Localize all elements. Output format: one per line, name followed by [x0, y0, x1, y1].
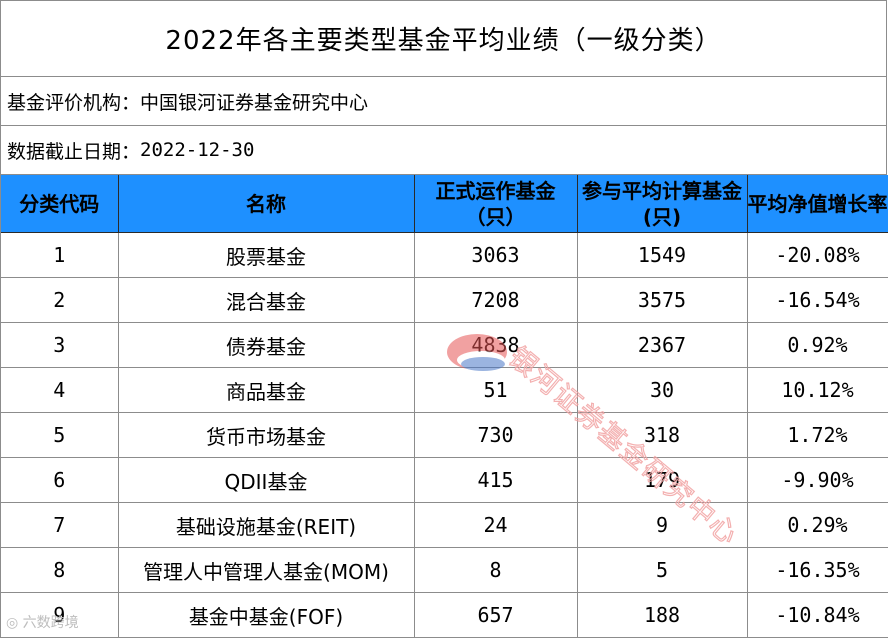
cell-growth: 0.92% — [747, 322, 888, 368]
cell-growth: -20.08% — [747, 232, 888, 278]
cell-funds: 8 — [414, 547, 578, 593]
cell-counted: 179 — [577, 457, 748, 503]
corner-watermark: ◎ 六数跨境 — [6, 612, 79, 632]
cell-growth: 10.12% — [747, 367, 888, 413]
cell-funds: 51 — [414, 367, 578, 413]
cell-funds: 7208 — [414, 277, 578, 323]
header-name: 名称 — [118, 175, 415, 233]
table-row: 9 基金中基金(FOF) 657 188 -10.84% — [1, 592, 888, 638]
cell-growth: -16.54% — [747, 277, 888, 323]
cell-code: 2 — [1, 277, 119, 323]
table-row: 8 管理人中管理人基金(MOM) 8 5 -16.35% — [1, 547, 888, 593]
cell-funds: 4838 — [414, 322, 578, 368]
cell-funds: 415 — [414, 457, 578, 503]
cell-counted: 3575 — [577, 277, 748, 323]
cell-name: 混合基金 — [118, 277, 415, 323]
table-row: 7 基础设施基金(REIT) 24 9 0.29% — [1, 502, 888, 548]
cell-name: 管理人中管理人基金(MOM) — [118, 547, 415, 593]
table-row: 5 货币市场基金 730 318 1.72% — [1, 412, 888, 458]
cell-counted: 2367 — [577, 322, 748, 368]
page-title: 2022年各主要类型基金平均业绩（一级分类） — [1, 1, 887, 77]
cell-code: 9 — [1, 592, 119, 638]
cell-growth: 0.29% — [747, 502, 888, 548]
header-code: 分类代码 — [1, 175, 119, 233]
weibo-icon: ◎ — [6, 615, 19, 631]
cell-code: 1 — [1, 232, 119, 278]
cell-code: 6 — [1, 457, 119, 503]
cell-funds: 657 — [414, 592, 578, 638]
table-row: 4 商品基金 51 30 10.12% — [1, 367, 888, 413]
date-value: 2022-12-30 — [140, 139, 255, 161]
agency-row: 基金评价机构： 中国银河证券基金研究中心 — [1, 77, 887, 126]
date-row: 数据截止日期： 2022-12-30 — [1, 126, 887, 175]
cell-counted: 318 — [577, 412, 748, 458]
header-funds: 正式运作基金（只） — [414, 175, 578, 233]
cell-counted: 1549 — [577, 232, 748, 278]
cell-name: 股票基金 — [118, 232, 415, 278]
cell-funds: 3063 — [414, 232, 578, 278]
table-header-row: 分类代码 名称 正式运作基金（只） 参与平均计算基金(只) 平均净值增长率 — [1, 175, 888, 233]
corner-watermark-text: 六数跨境 — [22, 615, 79, 631]
cell-funds: 24 — [414, 502, 578, 548]
table-row: 3 债券基金 4838 2367 0.92% — [1, 322, 888, 368]
cell-code: 3 — [1, 322, 119, 368]
cell-growth: -16.35% — [747, 547, 888, 593]
cell-counted: 188 — [577, 592, 748, 638]
cell-growth: -10.84% — [747, 592, 888, 638]
cell-code: 4 — [1, 367, 119, 413]
table-row: 2 混合基金 7208 3575 -16.54% — [1, 277, 888, 323]
cell-name: 债券基金 — [118, 322, 415, 368]
agency-value: 中国银河证券基金研究中心 — [140, 91, 369, 114]
date-label: 数据截止日期： — [7, 140, 141, 163]
cell-counted: 30 — [577, 367, 748, 413]
cell-name: 商品基金 — [118, 367, 415, 413]
cell-counted: 5 — [577, 547, 748, 593]
cell-name: 基金中基金(FOF) — [118, 592, 415, 638]
cell-code: 5 — [1, 412, 119, 458]
fund-table: 分类代码 名称 正式运作基金（只） 参与平均计算基金(只) 平均净值增长率 1 … — [1, 175, 888, 638]
cell-code: 7 — [1, 502, 119, 548]
table-row: 1 股票基金 3063 1549 -20.08% — [1, 232, 888, 278]
table-row: 6 QDII基金 415 179 -9.90% — [1, 457, 888, 503]
cell-funds: 730 — [414, 412, 578, 458]
cell-growth: -9.90% — [747, 457, 888, 503]
cell-name: 货币市场基金 — [118, 412, 415, 458]
cell-counted: 9 — [577, 502, 748, 548]
cell-growth: 1.72% — [747, 412, 888, 458]
cell-name: QDII基金 — [118, 457, 415, 503]
cell-name: 基础设施基金(REIT) — [118, 502, 415, 548]
agency-label: 基金评价机构： — [7, 91, 141, 114]
header-counted: 参与平均计算基金(只) — [577, 175, 748, 233]
header-growth: 平均净值增长率 — [747, 175, 888, 233]
cell-code: 8 — [1, 547, 119, 593]
